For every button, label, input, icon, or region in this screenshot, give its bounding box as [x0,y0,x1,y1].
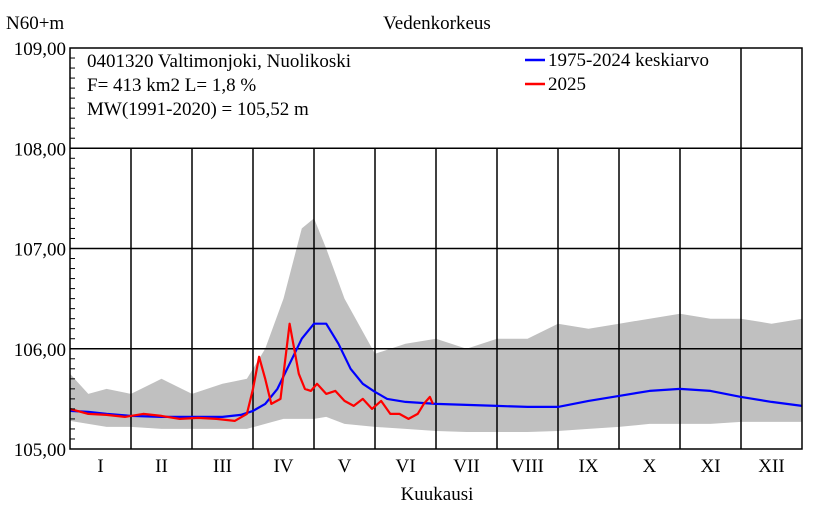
series-line-1 [69,322,434,422]
series-line-0 [69,322,803,418]
x-axis-label: Kuukausi [401,484,474,505]
y-tick-label: 105,00 [14,440,66,461]
x-tick-label: IX [578,456,598,477]
x-tick-label: II [155,456,168,477]
x-tick-label: III [213,456,232,477]
y-tick-label: 106,00 [14,340,66,361]
y-tick-label: 107,00 [14,240,66,261]
legend-label: 2025 [548,74,586,95]
y-axis-label: N60+m [6,13,64,34]
x-tick-label: V [338,456,352,477]
chart-title: Vedenkorkeus [383,13,491,34]
info-line: MW(1991-2020) = 105,52 m [87,99,309,120]
info-line: 0401320 Valtimonjoki, Nuolikoski [87,51,351,72]
plot-frame [69,47,803,450]
x-tick-label: X [643,456,657,477]
y-tick-label: 109,00 [14,39,66,60]
legend-label: 1975-2024 keskiarvo [548,50,709,71]
y-tick-label: 108,00 [14,139,66,160]
x-tick-label: VIII [511,456,544,477]
x-tick-label: XII [758,456,784,477]
x-tick-label: VI [395,456,415,477]
x-tick-label: VII [453,456,479,477]
x-tick-label: I [97,456,103,477]
x-tick-label: IV [273,456,293,477]
x-tick-label: XI [700,456,720,477]
info-line: F= 413 km2 L= 1,8 % [87,75,256,96]
